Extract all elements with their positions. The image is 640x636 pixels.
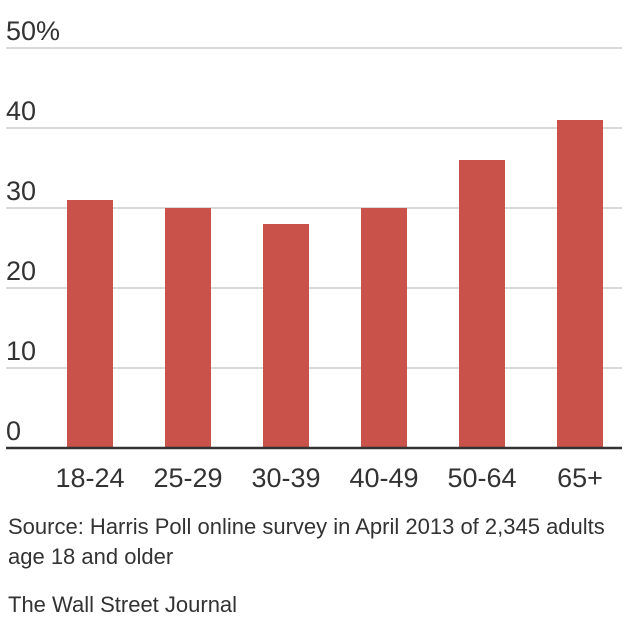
bar-25-29 (165, 208, 211, 448)
bar-40-49 (361, 208, 407, 448)
bar-30-39 (263, 224, 309, 448)
bar-65+ (557, 120, 603, 448)
x-tick-label: 25-29 (153, 463, 222, 493)
bars (67, 120, 603, 448)
x-tick-label: 65+ (557, 463, 603, 493)
source-note: Source: Harris Poll online survey in Apr… (8, 514, 605, 569)
bar-18-24 (67, 200, 113, 448)
x-tick-label: 40-49 (349, 463, 418, 493)
publisher-credit: The Wall Street Journal (8, 592, 238, 617)
x-tick-labels: 18-24 25-29 30-39 40-49 50-64 65+ (55, 463, 602, 493)
y-tick-label: 50% (6, 16, 60, 46)
y-tick-labels: 0 10 20 30 40 50% (6, 16, 60, 446)
y-tick-label: 0 (6, 416, 21, 446)
x-tick-label: 18-24 (55, 463, 124, 493)
y-tick-label: 10 (6, 336, 36, 366)
y-tick-label: 40 (6, 96, 36, 126)
y-tick-label: 30 (6, 176, 36, 206)
x-tick-label: 50-64 (447, 463, 516, 493)
x-tick-label: 30-39 (251, 463, 320, 493)
bar-50-64 (459, 160, 505, 448)
bar-chart: 0 10 20 30 40 50% 18-24 25-29 30-39 40-49 50-64 65… (6, 16, 622, 493)
y-tick-label: 20 (6, 256, 36, 286)
